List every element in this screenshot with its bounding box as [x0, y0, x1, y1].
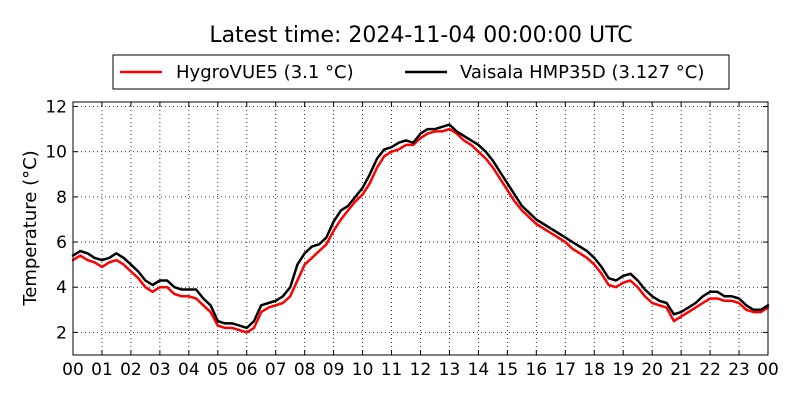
- legend-label-hygrovue5: HygroVUE5 (3.1 °C): [176, 62, 354, 83]
- x-tick-label: 23: [728, 360, 750, 380]
- x-tick-label: 10: [352, 360, 374, 380]
- series-layer: [71, 123, 770, 334]
- x-tick-label: 00: [757, 360, 779, 380]
- grid: [72, 102, 769, 355]
- x-tick-label: 11: [381, 360, 403, 380]
- plot-frame: [72, 101, 769, 356]
- x-tick-label: 12: [410, 360, 432, 380]
- y-axis-label: Temperature (°C): [20, 150, 41, 306]
- legend-label-vaisala: Vaisala HMP35D (3.127 °C): [460, 62, 704, 83]
- y-tick-label: 2: [56, 323, 67, 343]
- x-tick-label: 04: [178, 360, 200, 380]
- y-tick-label: 6: [56, 233, 67, 253]
- x-tick-label: 08: [294, 360, 316, 380]
- x-tick-label: 07: [265, 360, 287, 380]
- series-line-vaisala: [71, 123, 770, 330]
- x-tick-label: 21: [670, 360, 692, 380]
- x-tick-label: 19: [612, 360, 634, 380]
- x-tick-label: 06: [236, 360, 258, 380]
- y-tick-label: 12: [45, 98, 67, 118]
- x-tick-label: 16: [526, 360, 548, 380]
- y-tick-label: 8: [56, 188, 67, 208]
- x-tick-label: 05: [207, 360, 229, 380]
- y-tick-label: 4: [56, 278, 67, 298]
- x-tick-label: 03: [149, 360, 171, 380]
- x-tick-label: 00: [62, 360, 84, 380]
- x-tick-label: 02: [120, 360, 142, 380]
- chart-title: Latest time: 2024-11-04 00:00:00 UTC: [209, 23, 632, 48]
- y-tick-label: 10: [45, 143, 67, 163]
- series-line-hygrovue5: [71, 127, 770, 334]
- x-tick-label: 13: [439, 360, 461, 380]
- legend: HygroVUE5 (3.1 °C) Vaisala HMP35D (3.127…: [112, 54, 730, 90]
- x-tick-label: 01: [91, 360, 113, 380]
- ticks: 00 01 02 03 04 05 06 07 08 09 10 11 12 13 14 15 16 17 18 19…: [45, 98, 778, 380]
- x-tick-label: 20: [641, 360, 663, 380]
- x-tick-label: 09: [323, 360, 345, 380]
- x-tick-label: 18: [583, 360, 605, 380]
- x-tick-label: 15: [497, 360, 519, 380]
- x-tick-label: 14: [468, 360, 490, 380]
- x-tick-label: 22: [699, 360, 721, 380]
- x-tick-label: 17: [554, 360, 576, 380]
